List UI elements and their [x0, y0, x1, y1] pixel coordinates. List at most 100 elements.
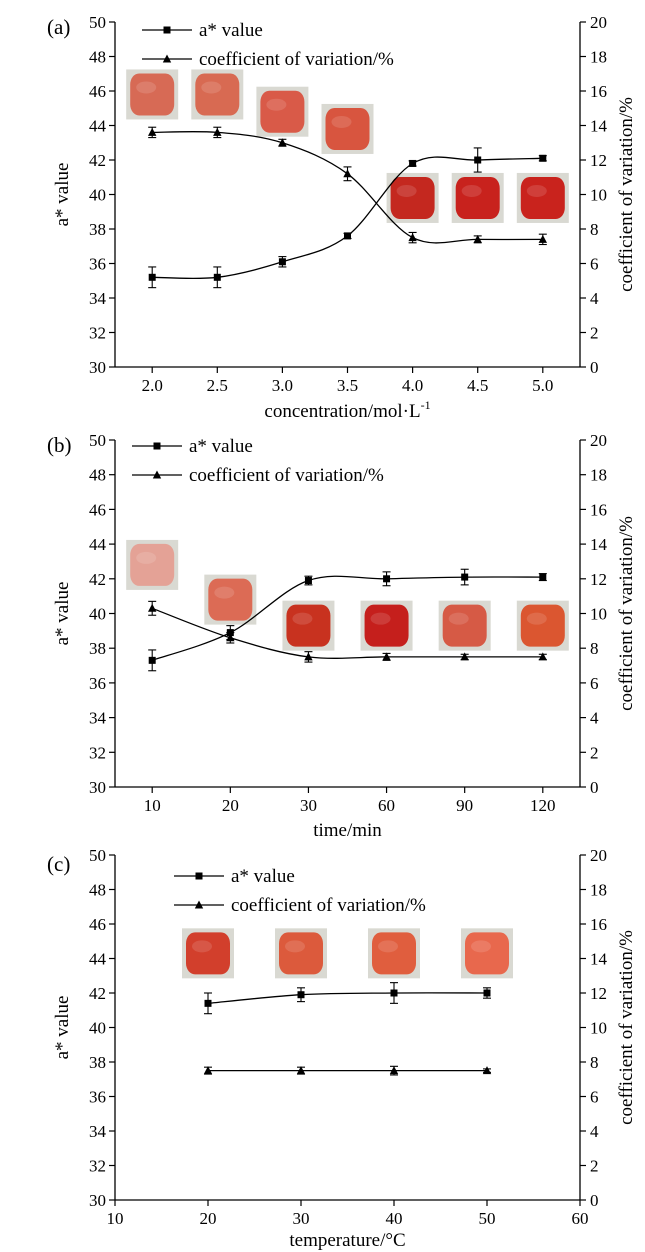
x-tick-label: 20 — [222, 796, 239, 815]
sample-photo-highlight — [396, 184, 417, 197]
sample-photo-tissue — [186, 932, 230, 975]
data-point-triangle — [538, 234, 547, 243]
y-tick-label: 40 — [89, 186, 106, 205]
y-tick-label: 32 — [89, 324, 106, 343]
chart-panel: 3032343638404244464850024681012141618201… — [47, 846, 637, 1251]
y2-tick-label: 10 — [590, 605, 607, 624]
sample-photo — [360, 600, 413, 651]
panel-label: (a) — [47, 15, 70, 39]
y2-tick-label: 2 — [590, 324, 599, 343]
sample-photo-tissue — [465, 932, 509, 975]
y-tick-label: 46 — [89, 915, 106, 934]
sample-photo-tissue — [208, 578, 253, 621]
y2-tick-label: 10 — [590, 186, 607, 205]
data-point-triangle — [304, 652, 313, 661]
x-axis-title: temperature/°C — [289, 1230, 405, 1251]
y-tick-label: 38 — [89, 639, 106, 658]
y-tick-label: 32 — [89, 1157, 106, 1176]
y2-tick-label: 4 — [590, 289, 599, 308]
x-tick-label: 2.0 — [142, 376, 163, 395]
sample-photo — [368, 928, 420, 979]
y-tick-label: 48 — [89, 466, 106, 485]
data-point-square — [461, 573, 469, 581]
sample-photo-tissue — [195, 73, 240, 116]
y-tick-label: 36 — [89, 255, 106, 274]
legend-label: coefficient of variation/% — [189, 465, 384, 486]
sample-photo-tissue — [130, 543, 175, 586]
x-axis-title-text: concentration/mol·L — [264, 401, 420, 422]
data-point-square — [390, 989, 398, 997]
sample-photo-tissue — [372, 932, 416, 975]
data-point-triangle — [482, 1066, 492, 1075]
sample-photo — [275, 928, 327, 979]
panel-label: (b) — [47, 433, 72, 457]
y-tick-label: 44 — [89, 535, 107, 554]
x-tick-label: 10 — [144, 796, 161, 815]
sample-photo — [321, 103, 374, 154]
sample-photo-highlight — [448, 612, 469, 625]
legend-marker-triangle — [194, 900, 204, 909]
y2-tick-label: 18 — [590, 881, 607, 900]
x-tick-label: 90 — [456, 796, 473, 815]
sample-photo — [451, 172, 504, 223]
sample-photo — [256, 86, 309, 137]
sample-photo-tissue — [130, 73, 175, 116]
legend-label: coefficient of variation/% — [199, 49, 394, 70]
data-point-triangle — [278, 138, 287, 147]
sample-photo — [438, 600, 491, 651]
y2-tick-label: 8 — [590, 1053, 599, 1072]
sample-photo — [126, 69, 179, 120]
y2-tick-label: 2 — [590, 743, 599, 762]
data-point-square — [539, 154, 547, 162]
y-axis-title: a* value — [52, 582, 73, 646]
sample-photo — [182, 928, 234, 979]
y2-tick-label: 20 — [590, 431, 607, 450]
y2-tick-label: 18 — [590, 48, 607, 67]
sample-photo-highlight — [526, 612, 547, 625]
series-line — [151, 575, 543, 661]
data-point-square — [409, 159, 417, 167]
sample-photo-highlight — [370, 612, 391, 625]
y-tick-label: 42 — [89, 570, 106, 589]
data-point-triangle — [203, 1066, 213, 1075]
y-tick-label: 30 — [89, 358, 106, 377]
x-tick-label: 120 — [530, 796, 556, 815]
x-tick-label: 3.0 — [272, 376, 293, 395]
y-axis-title: a* value — [52, 996, 73, 1060]
y2-axis-title: coefficient of variation/% — [616, 516, 637, 711]
sample-photo-tissue — [260, 90, 305, 133]
legend-marker-square — [163, 26, 171, 34]
y-tick-label: 38 — [89, 1053, 106, 1072]
sample-photo-highlight — [526, 184, 547, 197]
y2-tick-label: 16 — [590, 915, 607, 934]
sample-photo — [204, 574, 257, 625]
x-tick-label: 50 — [479, 1209, 496, 1228]
data-point-triangle — [343, 169, 352, 178]
data-point-triangle — [460, 652, 469, 661]
y-tick-label: 50 — [89, 846, 106, 865]
x-tick-label: 40 — [386, 1209, 403, 1228]
sample-photo — [386, 172, 439, 223]
data-point-triangle — [296, 1066, 306, 1075]
sample-photo-highlight — [136, 551, 157, 564]
x-tick-label: 60 — [572, 1209, 589, 1228]
y-tick-label: 48 — [89, 881, 106, 900]
y2-tick-label: 0 — [590, 358, 599, 377]
y2-tick-label: 12 — [590, 570, 607, 589]
series-a-value — [204, 982, 491, 1015]
sample-photo-highlight — [201, 81, 222, 94]
y-tick-label: 42 — [89, 984, 106, 1003]
y-tick-label: 48 — [89, 48, 106, 67]
sample-photo-highlight — [461, 184, 482, 197]
y2-tick-label: 8 — [590, 639, 599, 658]
y2-axis-title: coefficient of variation/% — [616, 930, 637, 1125]
data-point-square — [213, 273, 221, 281]
sample-photo-highlight — [266, 98, 287, 111]
y2-tick-label: 6 — [590, 1088, 599, 1107]
chart-panel: 3032343638404244464850024681012141618201… — [47, 431, 637, 841]
x-axis-title-text: temperature/°C — [289, 1230, 405, 1251]
sample-photo-tissue — [520, 176, 565, 219]
sample-photo — [282, 600, 335, 651]
series-a-value — [148, 147, 547, 289]
sample-photo-tissue — [286, 604, 331, 647]
